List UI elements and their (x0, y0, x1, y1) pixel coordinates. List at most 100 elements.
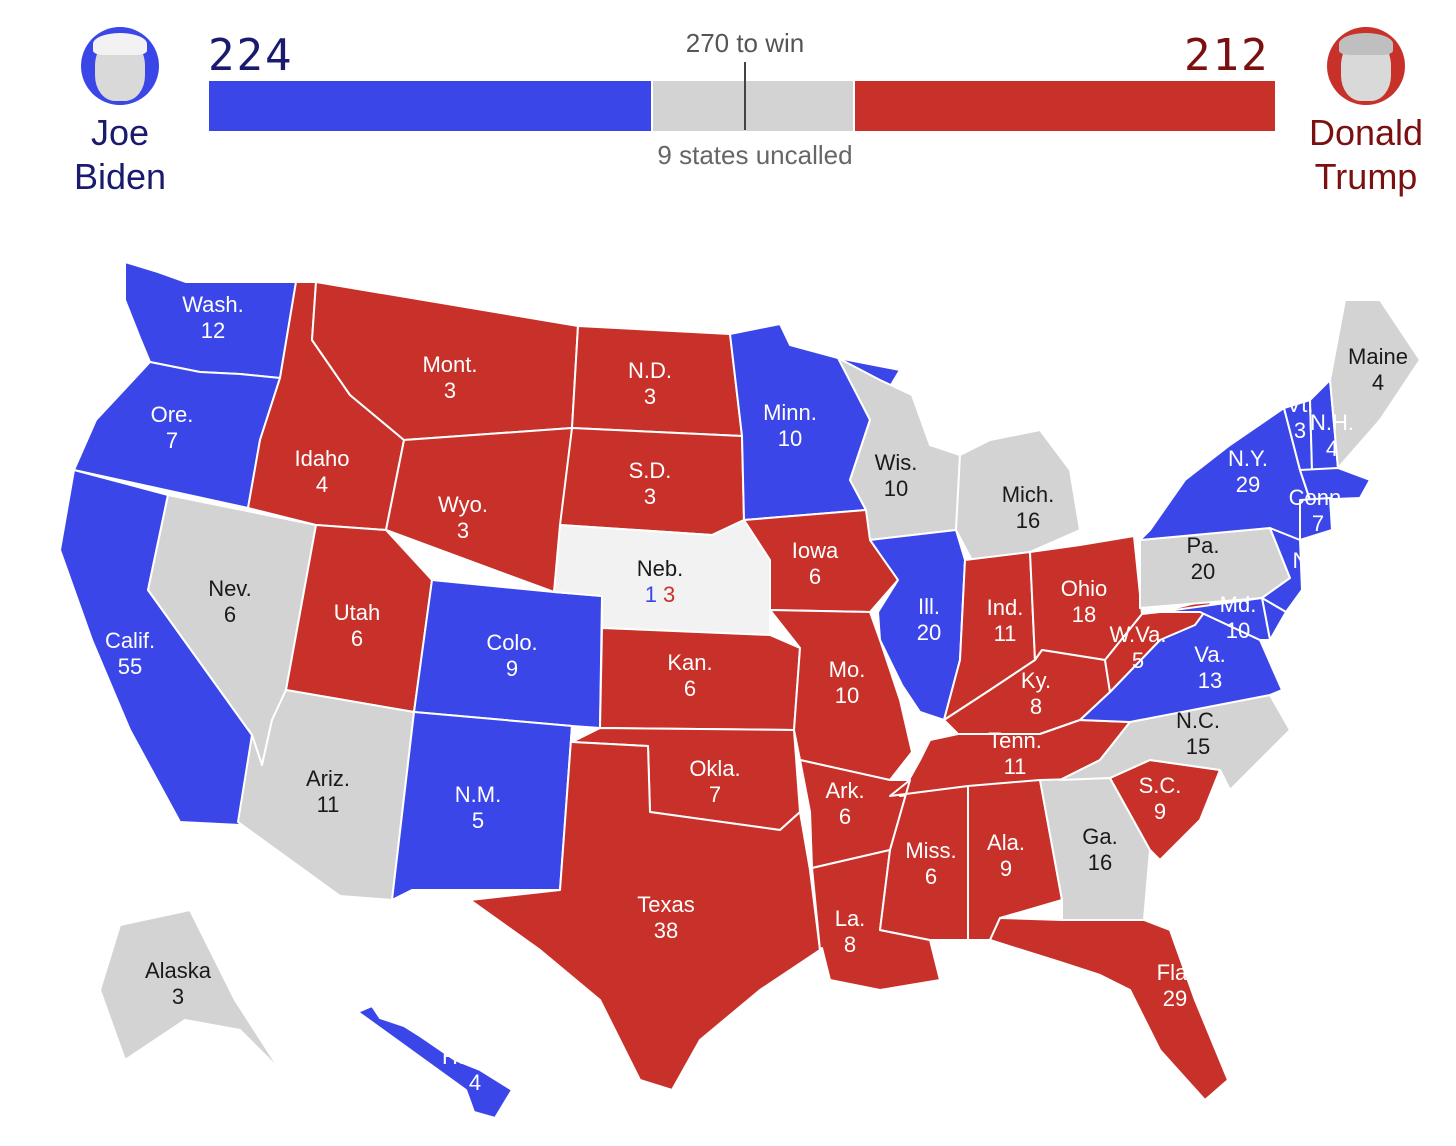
state-label-ma: Mass. (1355, 442, 1414, 467)
state-ev-sd: 3 (644, 484, 656, 509)
state-label-hi: Hawaii (442, 1044, 508, 1069)
state-ks[interactable] (599, 627, 801, 731)
state-ma[interactable] (1299, 467, 1371, 501)
state-label-nj: N.J. (1292, 548, 1331, 573)
state-ev-me: 4 (1372, 370, 1384, 395)
state-label-ct: Conn. (1289, 485, 1348, 510)
state-ev-wa: 12 (201, 318, 225, 343)
biden-first-name: Joe (90, 112, 150, 153)
state-ev-id: 4 (316, 472, 328, 497)
state-label-va: Va. (1194, 642, 1225, 667)
state-label-nv: Nev. (208, 576, 252, 601)
state-nc[interactable] (1059, 694, 1291, 791)
state-label-mt: Mont. (422, 352, 477, 377)
state-fl[interactable] (989, 917, 1229, 1101)
state-label-wv: W.Va. (1109, 622, 1166, 647)
state-ev-la: 8 (844, 932, 856, 957)
state-ev-or: 7 (166, 428, 178, 453)
state-ct[interactable] (1299, 497, 1333, 541)
state-ev-fl: 29 (1163, 986, 1187, 1011)
state-ev-nh: 4 (1326, 436, 1338, 461)
state-label-mi: Mich. (1002, 482, 1055, 507)
biden-electoral-votes: 224 (208, 30, 294, 81)
state-ev-oh: 18 (1072, 602, 1096, 627)
state-ev-il: 20 (917, 620, 941, 645)
state-ev-nv: 6 (224, 602, 236, 627)
state-ev-ak: 3 (172, 984, 184, 1009)
state-label-ne: Neb. (637, 556, 683, 581)
state-ev-ma: 11 (1373, 468, 1396, 493)
state-ev-ms: 6 (925, 864, 937, 889)
state-label-wa: Wash. (182, 292, 244, 317)
state-ev-ar: 6 (839, 804, 851, 829)
state-ev-wv: 5 (1132, 648, 1144, 673)
state-ev-mn: 10 (778, 426, 802, 451)
state-mo[interactable] (769, 609, 913, 781)
state-ev-co: 9 (506, 656, 518, 681)
biden-avatar (81, 27, 159, 105)
state-label-mn: Minn. (763, 400, 817, 425)
candidate-biden: Joe Biden (60, 27, 180, 199)
state-ev-hi: 4 (469, 1070, 481, 1095)
win-threshold-marker (744, 62, 746, 130)
state-ev-nj: 14 (1300, 574, 1324, 599)
state-ak[interactable] (99, 909, 281, 1071)
state-ev-ky: 8 (1030, 694, 1042, 719)
state-label-sd: S.D. (629, 458, 672, 483)
state-label-tx: Texas (637, 892, 694, 917)
state-ev-wi: 10 (884, 476, 908, 501)
state-label-nc: N.C. (1176, 708, 1220, 733)
state-ev-mt: 3 (444, 378, 456, 403)
trump-first-name: Donald (1308, 112, 1424, 153)
state-ev-ct: 7 (1312, 511, 1324, 536)
biden-last-name: Biden (73, 156, 167, 197)
trump-last-name: Trump (1314, 156, 1418, 197)
bar-segment-uncalled (652, 81, 853, 131)
state-ev-ca: 55 (118, 654, 142, 679)
state-label-nd: N.D. (628, 358, 672, 383)
state-ev-sc: 9 (1154, 799, 1166, 824)
state-ev-ok: 7 (709, 782, 721, 807)
state-label-id: Idaho (294, 446, 349, 471)
state-ev-ne: 1 3 (645, 582, 676, 607)
state-label-il: Ill. (918, 594, 940, 619)
state-label-ms: Miss. (905, 838, 956, 863)
state-label-ky: Ky. (1021, 668, 1051, 693)
state-label-fl: Fla. (1157, 960, 1194, 985)
state-label-sc: S.C. (1139, 773, 1182, 798)
electoral-vote-bar (209, 81, 1275, 131)
state-md[interactable] (1159, 597, 1271, 641)
state-ev-mo: 10 (835, 683, 859, 708)
state-label-tn: Tenn. (988, 728, 1042, 753)
state-label-ks: Kan. (667, 650, 712, 675)
state-label-ut: Utah (334, 600, 380, 625)
state-label-me: Maine (1348, 344, 1408, 369)
state-mi[interactable] (955, 429, 1081, 567)
state-ev-vt: 3 (1294, 418, 1306, 443)
state-ev-ia: 6 (809, 564, 821, 589)
state-ev-wy: 3 (457, 518, 469, 543)
state-label-nm: N.M. (455, 782, 501, 807)
state-label-ar: Ark. (825, 778, 864, 803)
state-label-in: Ind. (987, 595, 1024, 620)
state-label-ak: Alaska (145, 958, 212, 983)
bar-segment-rep (854, 81, 1275, 131)
state-ev-in: 11 (994, 621, 1017, 646)
state-label-co: Colo. (486, 630, 537, 655)
state-ev-al: 9 (1000, 856, 1012, 881)
state-ev-ut: 6 (351, 626, 363, 651)
state-ev-tn: 11 (1004, 754, 1027, 779)
trump-electoral-votes: 212 (1184, 30, 1270, 81)
state-label-ia: Iowa (792, 538, 839, 563)
state-label-nh: N.H. (1310, 410, 1354, 435)
state-nm[interactable] (391, 711, 573, 901)
uncalled-states-label: 9 states uncalled (657, 140, 853, 170)
state-il[interactable] (869, 529, 966, 721)
state-ev-nc: 15 (1186, 734, 1210, 759)
state-tx[interactable] (469, 725, 821, 1091)
state-label-wy: Wyo. (438, 492, 488, 517)
state-label-al: Ala. (987, 830, 1025, 855)
state-ev-pa: 20 (1191, 559, 1215, 584)
state-hi[interactable] (357, 1005, 513, 1119)
